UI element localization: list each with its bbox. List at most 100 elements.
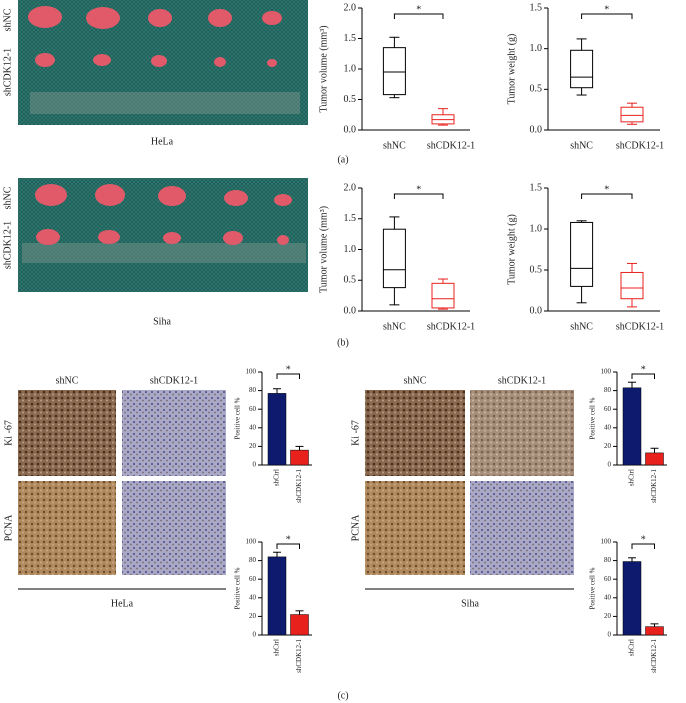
x-tick-label: shCDK12-1: [650, 639, 658, 673]
y-tick-label: 80: [604, 386, 612, 394]
y-tick-label: 1.5: [344, 213, 357, 224]
y-tick-label: 1.5: [530, 2, 543, 13]
y-tick-label: 1.0: [344, 63, 357, 74]
significance-bracket: [276, 373, 300, 379]
row-label: shNC: [2, 186, 13, 209]
bar: [645, 626, 664, 636]
y-axis-label: Positive cell %: [234, 397, 242, 439]
y-tick-label: 0.5: [344, 94, 357, 105]
bar: [267, 556, 287, 636]
column-label: shNC: [404, 375, 427, 386]
panel-label: (a): [337, 154, 348, 165]
y-tick-label: 0: [608, 461, 612, 469]
box: [620, 106, 644, 123]
bar: [267, 393, 287, 466]
box: [620, 271, 644, 300]
y-axis-label: Positive cell %: [589, 397, 597, 439]
y-tick-label: 100: [246, 368, 257, 376]
bar: [290, 449, 309, 466]
x-tick-label: shCDK12-1: [295, 469, 303, 503]
y-tick-label: 60: [249, 405, 257, 413]
y-axis-label: Tumor weight (g): [506, 34, 517, 105]
y-tick-label: 0.0: [530, 305, 543, 316]
y-tick-label: 1.5: [530, 182, 543, 193]
y-tick-label: 0.0: [344, 124, 357, 135]
box: [382, 228, 406, 289]
micrograph: [18, 390, 226, 590]
column-label: shCDK12-1: [150, 375, 198, 386]
row-label: Ki -67: [350, 420, 361, 446]
significance-bracket: [276, 543, 300, 549]
y-tick-label: 1.0: [344, 244, 357, 255]
photo: [18, 0, 308, 125]
panel-label: (c): [337, 690, 348, 701]
y-tick-label: 80: [249, 386, 257, 394]
y-tick-label: 20: [249, 612, 257, 620]
annotation: *: [416, 4, 421, 15]
y-tick-label: 80: [249, 556, 257, 564]
column-label: shCDK12-1: [498, 375, 546, 386]
y-tick-label: 40: [249, 593, 257, 601]
annotation: *: [604, 184, 609, 195]
x-tick-label: shNC: [570, 140, 593, 151]
significance-bracket: [631, 543, 655, 549]
y-tick-label: 40: [249, 423, 257, 431]
y-tick-label: 20: [604, 442, 612, 450]
x-tick-label: shCtrl: [273, 639, 281, 656]
box: [431, 282, 455, 309]
y-tick-label: 100: [601, 538, 612, 546]
annotation: *: [286, 534, 291, 545]
y-axis-label: Positive cell %: [234, 567, 242, 609]
x-tick-label: shCDK12-1: [650, 469, 658, 503]
significance-bracket: [631, 373, 655, 379]
y-axis-label: Tumor volume (mm³): [318, 206, 329, 293]
panel-label: (b): [337, 337, 349, 348]
photo-caption: HeLa: [151, 136, 174, 147]
y-tick-label: 0: [608, 631, 612, 639]
x-tick-label: shNC: [383, 321, 406, 332]
y-tick-label: 0.0: [344, 305, 357, 316]
x-tick-label: shCtrl: [628, 639, 636, 656]
y-tick-label: 0.5: [530, 264, 543, 275]
annotation: *: [641, 534, 646, 545]
box: [570, 49, 594, 89]
y-axis-label: Tumor weight (g): [506, 214, 517, 285]
x-tick-label: shCDK12-1: [616, 321, 664, 332]
y-tick-label: 60: [604, 405, 612, 413]
micrograph-caption: HeLa: [111, 598, 134, 609]
x-tick-label: shCtrl: [628, 469, 636, 486]
y-tick-label: 60: [604, 575, 612, 583]
annotation: *: [641, 364, 646, 375]
y-tick-label: 40: [604, 423, 612, 431]
y-tick-label: 0: [253, 631, 257, 639]
y-tick-label: 0.5: [530, 84, 543, 95]
y-tick-label: 0.5: [344, 275, 357, 286]
y-tick-label: 1.0: [530, 43, 543, 54]
row-label: shCDK12-1: [2, 48, 13, 96]
y-tick-label: 2.0: [344, 2, 357, 13]
photo-caption: Siha: [153, 316, 171, 327]
box: [382, 47, 406, 96]
x-tick-label: shCDK12-1: [427, 321, 475, 332]
y-tick-label: 80: [604, 556, 612, 564]
bar: [622, 561, 642, 636]
annotation: *: [286, 364, 291, 375]
bar: [645, 452, 664, 466]
x-tick-label: shCDK12-1: [616, 140, 664, 151]
micrograph-caption: Siha: [461, 598, 479, 609]
y-tick-label: 20: [604, 612, 612, 620]
y-tick-label: 60: [249, 575, 257, 583]
y-tick-label: 0.0: [530, 124, 543, 135]
y-axis-label: Tumor volume (mm³): [318, 25, 329, 112]
box: [570, 221, 594, 287]
x-tick-label: shNC: [383, 140, 406, 151]
x-tick-label: shCtrl: [273, 469, 281, 486]
row-label: shCDK12-1: [2, 221, 13, 269]
row-label: PCNA: [350, 514, 361, 541]
row-label: Ki -67: [3, 420, 14, 446]
significance-bracket: [393, 193, 444, 199]
y-tick-label: 1.5: [344, 33, 357, 44]
x-tick-label: shCDK12-1: [427, 140, 475, 151]
y-tick-label: 2.0: [344, 182, 357, 193]
y-axis-label: Positive cell %: [589, 567, 597, 609]
